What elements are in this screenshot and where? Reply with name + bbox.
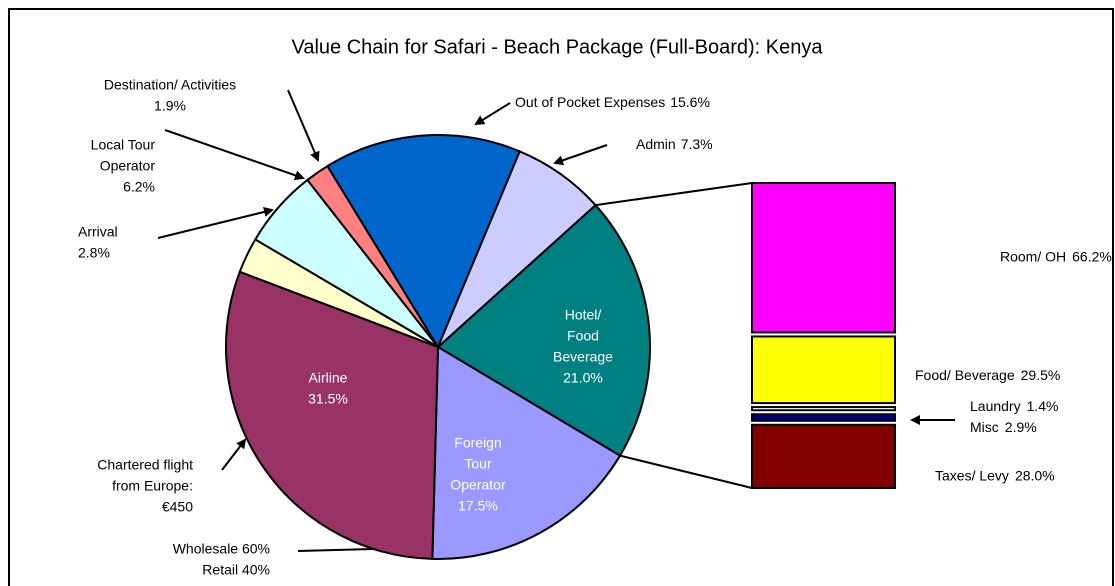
annotation: Chartered flight [97, 457, 193, 473]
connector [619, 454, 753, 489]
bar-segment [751, 423, 896, 489]
pie-slice [326, 134, 522, 350]
annotation: €450 [162, 499, 193, 515]
bar-value: 1.4% [1027, 398, 1059, 414]
annotation: from Europe: [112, 478, 193, 494]
pie-slice [431, 345, 622, 560]
slice-name: Foreign [454, 435, 501, 451]
slice-name: Airline [309, 370, 348, 386]
pie-slice [436, 203, 651, 458]
bar-label: Room/ OH 66.2% [1000, 248, 1112, 264]
slice-name: Arrival [78, 224, 118, 240]
bar-name: Food/ Beverage [915, 366, 1015, 382]
slice-value: 2.8% [78, 245, 110, 261]
bar-segment [751, 406, 896, 412]
slice-name: Admin [636, 136, 676, 152]
bar-value: 29.5% [1021, 366, 1061, 382]
annotation: Wholesale 60% [173, 541, 270, 557]
slice-name: Beverage [553, 349, 613, 365]
bar-label: Misc 2.9% [970, 419, 1037, 435]
bar-segment [751, 413, 896, 422]
slice-value: 17.5% [458, 498, 498, 514]
slice-name: Tour [464, 456, 492, 472]
slice-value: 7.3% [681, 136, 713, 152]
slice-name: Operator [450, 477, 506, 493]
arrows [157, 89, 955, 554]
bar-name: Room/ OH [1000, 248, 1066, 264]
chart-title: Value Chain for Safari - Beach Package (… [291, 36, 823, 58]
slice-name: Operator [100, 158, 156, 174]
bar-value: 2.9% [1005, 419, 1037, 435]
slice-value: 15.6% [670, 94, 710, 110]
connector [595, 182, 753, 207]
slice-name: Food [567, 328, 599, 344]
bar-segment [751, 182, 896, 334]
bar-name: Taxes/ Levy [935, 467, 1009, 483]
slice-value: 1.9% [154, 98, 186, 114]
slice-value: 21.0% [563, 370, 603, 386]
pie-slice [225, 270, 440, 560]
bar-value: 66.2% [1072, 248, 1112, 264]
pie-slice [437, 150, 597, 348]
slice-name: Out of Pocket Expenses [515, 94, 665, 110]
slice-name: Destination/ Activities [104, 77, 236, 93]
bar-value: 28.0% [1015, 467, 1055, 483]
slice-label: Admin 7.3% [636, 136, 713, 152]
annotation: Retail 40% [202, 562, 270, 578]
slice-label: Out of Pocket Expenses 15.6% [515, 94, 710, 110]
slice-value: 31.5% [308, 391, 348, 407]
slice-name: Local Tour [91, 137, 156, 153]
bar-label: Laundry 1.4% [970, 398, 1059, 414]
bar-name: Misc [970, 419, 999, 435]
slice-name: Hotel/ [565, 307, 602, 323]
bar-segment [751, 335, 896, 405]
slice-value: 6.2% [123, 179, 155, 195]
bar-name: Laundry [970, 398, 1021, 414]
bar-label: Taxes/ Levy 28.0% [935, 467, 1055, 483]
bar-label: Food/ Beverage 29.5% [915, 366, 1060, 382]
